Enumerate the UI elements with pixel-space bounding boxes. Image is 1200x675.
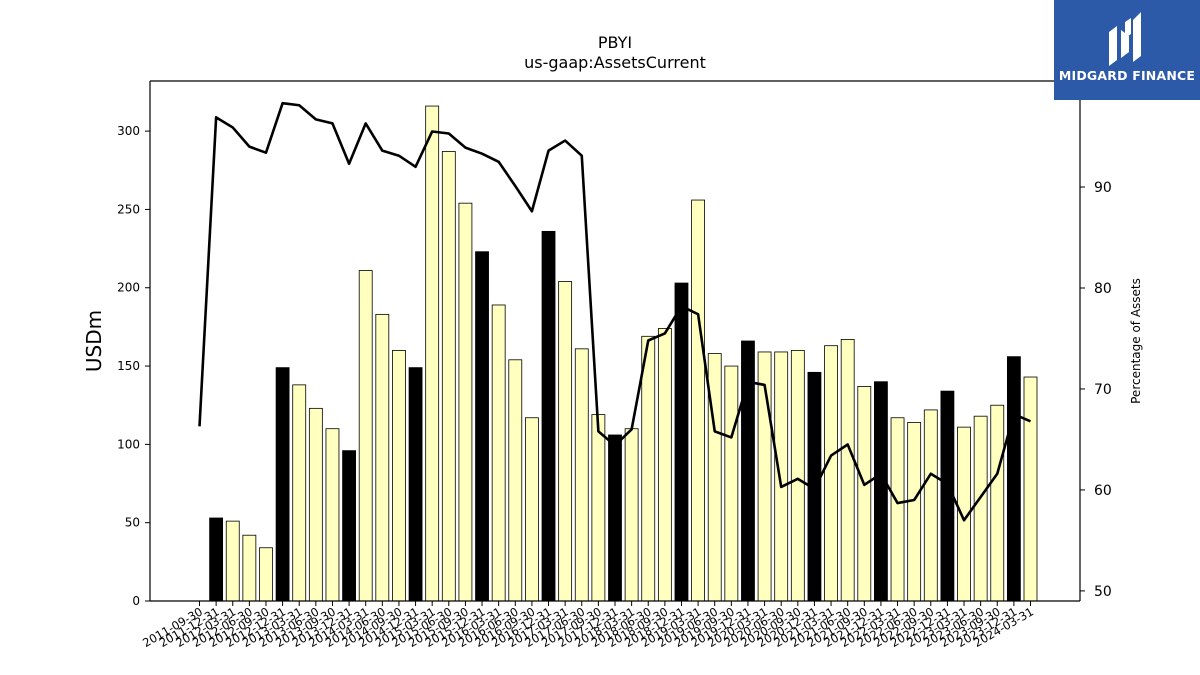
bar-2017-06-30 xyxy=(574,348,589,602)
y2-tick-label: 60 xyxy=(1094,483,1112,499)
y2-tick-label: 70 xyxy=(1094,382,1112,398)
y2-tick-label: 90 xyxy=(1094,180,1112,196)
bar-2023-06-30 xyxy=(973,415,988,602)
logo-name: MIDGARD FINANCE xyxy=(1058,68,1196,83)
bar-2023-12-31 xyxy=(1006,356,1021,602)
bar-2019-12-31 xyxy=(741,340,755,602)
percentage-of-assets-line xyxy=(198,101,1032,522)
bar-2011-12-31 xyxy=(209,517,224,602)
y-tick-label: 150 xyxy=(117,359,140,373)
bar-2013-09-30 xyxy=(325,428,340,602)
bar-2012-09-30 xyxy=(259,547,273,602)
bar-2013-03-31 xyxy=(292,384,307,602)
bar-2015-06-30 xyxy=(441,151,456,602)
bar-2022-09-30 xyxy=(923,409,938,602)
y-axis-label: USDm xyxy=(82,310,106,372)
y-tick-label: 100 xyxy=(117,437,140,451)
bar-2021-06-30 xyxy=(840,339,855,602)
y-tick-label: 0 xyxy=(132,594,140,608)
bar-2012-12-31 xyxy=(275,367,290,602)
bar-2016-12-31 xyxy=(541,230,556,602)
bar-2015-03-31 xyxy=(425,105,440,602)
bar-2022-03-31 xyxy=(890,417,905,602)
y2-tick-label: 50 xyxy=(1094,584,1112,600)
chart-title: PBYI xyxy=(598,33,632,52)
bars-group xyxy=(209,105,1038,602)
midgard-logo-icon xyxy=(1109,12,1141,66)
bar-2013-12-31 xyxy=(342,450,356,602)
bar-2016-06-30 xyxy=(508,359,523,602)
bar-2021-12-31 xyxy=(874,381,888,602)
bar-2015-12-31 xyxy=(475,251,489,602)
bar-2023-09-30 xyxy=(990,404,1005,602)
chart-subtitle: us-gaap:AssetsCurrent xyxy=(524,53,706,72)
bar-2019-03-31 xyxy=(691,199,705,602)
bar-2021-09-30 xyxy=(857,386,872,602)
bar-2014-12-31 xyxy=(408,367,423,602)
bar-2020-06-30 xyxy=(774,351,789,602)
bar-2014-03-31 xyxy=(358,270,373,602)
bar-2017-09-30 xyxy=(591,414,606,602)
bar-2014-06-30 xyxy=(375,313,390,602)
y2-tick-label: 80 xyxy=(1094,281,1112,297)
bar-2021-03-31 xyxy=(824,345,838,602)
bar-2015-09-30 xyxy=(458,202,473,602)
bar-2018-03-31 xyxy=(624,428,639,602)
y-tick-label: 250 xyxy=(117,202,140,216)
y-tick-label: 300 xyxy=(117,124,140,138)
line-group xyxy=(198,101,1032,522)
midgard-finance-logo: MIDGARD FINANCE xyxy=(1054,0,1200,100)
axes-group: 05010015020025030050607080902011-09-3020… xyxy=(117,80,1112,650)
bar-2018-12-31 xyxy=(674,282,689,602)
y2-axis-label: Percentage of Assets xyxy=(1129,278,1143,404)
bar-2017-03-31 xyxy=(558,281,573,602)
bar-2018-06-30 xyxy=(641,335,656,602)
bar-2012-03-31 xyxy=(225,520,240,602)
y-tick-label: 50 xyxy=(125,516,140,530)
bar-2014-09-30 xyxy=(392,349,406,602)
bar-2012-06-30 xyxy=(242,534,257,602)
bar-2019-09-30 xyxy=(724,365,739,602)
bar-2016-03-31 xyxy=(491,304,506,602)
bar-2017-12-31 xyxy=(608,434,622,602)
bar-2022-06-30 xyxy=(907,422,922,602)
bar-2016-09-30 xyxy=(525,417,539,602)
bar-2018-09-30 xyxy=(657,328,672,602)
y-tick-label: 200 xyxy=(117,281,140,295)
bar-2024-03-31 xyxy=(1023,376,1038,602)
bar-2020-09-30 xyxy=(790,349,805,602)
bar-2013-06-30 xyxy=(308,407,323,602)
